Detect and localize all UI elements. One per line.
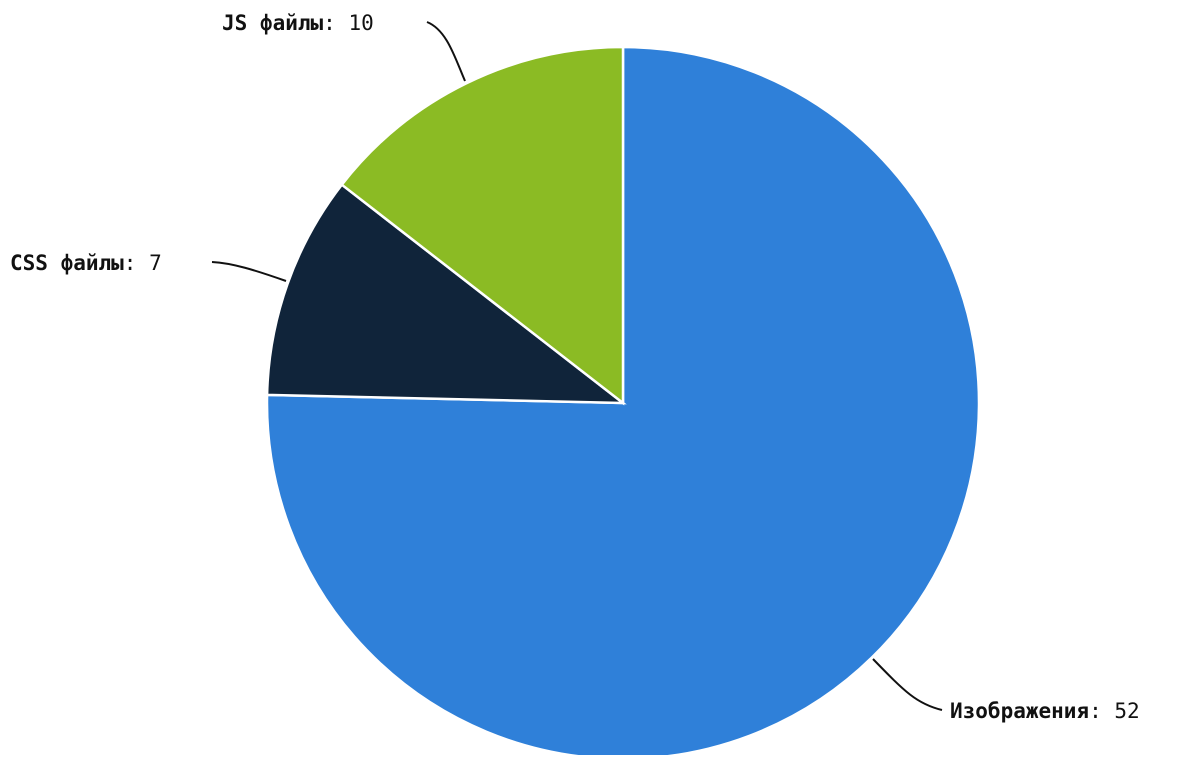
slice-label-value: 10 bbox=[348, 11, 373, 35]
pie-slice-css-файлы[interactable] bbox=[265, 182, 627, 405]
slice-label-value: 7 bbox=[149, 251, 162, 275]
slice-label-изображения: Изображения: 52 bbox=[950, 699, 1140, 723]
label-connector-css-файлы bbox=[211, 261, 287, 282]
labels-layer: Изображения: 52 CSS файлы: 7 JS файлы: 10 bbox=[10, 11, 1140, 723]
slice-label-name: Изображения bbox=[950, 699, 1089, 723]
slices-layer bbox=[265, 45, 981, 760]
slice-label-name: CSS файлы bbox=[10, 251, 124, 275]
pie-slice-js-файлы[interactable] bbox=[340, 45, 625, 406]
slice-label-js-файлы: JS файлы: 10 bbox=[222, 11, 374, 35]
label-connector-изображения bbox=[872, 658, 943, 711]
label-connector-js-файлы bbox=[426, 21, 466, 82]
slice-label-value: 52 bbox=[1114, 699, 1139, 723]
slice-label-separator: : bbox=[323, 11, 348, 35]
slice-label-name: JS файлы bbox=[222, 11, 324, 35]
slice-label-separator: : bbox=[1089, 699, 1114, 723]
slice-label-separator: : bbox=[124, 251, 149, 275]
slice-label-css-файлы: CSS файлы: 7 bbox=[10, 251, 162, 275]
